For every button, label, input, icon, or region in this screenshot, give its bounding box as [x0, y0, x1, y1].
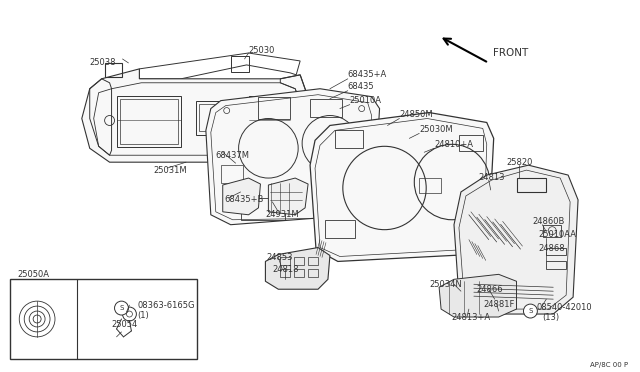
- Bar: [459, 135, 483, 151]
- Text: 08540-42010: 08540-42010: [536, 302, 592, 312]
- Bar: [252, 99, 287, 144]
- Bar: [196, 101, 236, 135]
- Text: 68435: 68435: [348, 82, 374, 91]
- Text: 68435+B: 68435+B: [225, 195, 264, 204]
- Bar: [308, 257, 318, 265]
- Text: S: S: [528, 308, 532, 314]
- Text: 25054: 25054: [111, 320, 138, 330]
- Bar: [308, 269, 318, 277]
- Polygon shape: [266, 247, 330, 289]
- Text: 24931M: 24931M: [266, 210, 299, 219]
- Polygon shape: [310, 113, 493, 262]
- Polygon shape: [268, 178, 308, 215]
- Bar: [116, 96, 181, 147]
- Bar: [459, 218, 487, 234]
- Text: 25050A: 25050A: [17, 270, 49, 279]
- Bar: [310, 99, 342, 116]
- Bar: [547, 262, 566, 269]
- Text: 24818: 24818: [273, 265, 299, 274]
- Polygon shape: [439, 274, 516, 317]
- Text: 25010A: 25010A: [350, 96, 382, 105]
- Text: AP/8C 00 P: AP/8C 00 P: [589, 362, 628, 368]
- Text: 24853: 24853: [266, 253, 293, 262]
- Bar: [280, 257, 290, 265]
- Bar: [516, 178, 547, 192]
- Bar: [325, 220, 355, 238]
- Text: S: S: [119, 305, 124, 311]
- Text: 25038: 25038: [90, 58, 116, 67]
- Bar: [259, 97, 290, 119]
- Polygon shape: [82, 69, 312, 162]
- Text: 25030M: 25030M: [419, 125, 453, 134]
- Polygon shape: [223, 178, 260, 215]
- Bar: [335, 131, 363, 148]
- Text: 24810+A: 24810+A: [434, 140, 473, 149]
- Text: 25010AA: 25010AA: [538, 230, 577, 239]
- Bar: [543, 225, 561, 237]
- Bar: [120, 99, 178, 144]
- Bar: [248, 96, 290, 147]
- Circle shape: [524, 304, 538, 318]
- Text: 68437M: 68437M: [216, 151, 250, 160]
- Text: 68435+A: 68435+A: [348, 70, 387, 79]
- Text: 25031M: 25031M: [153, 166, 187, 174]
- Text: 24860B: 24860B: [532, 217, 564, 226]
- Polygon shape: [454, 165, 578, 314]
- Bar: [241, 198, 285, 220]
- Bar: [547, 247, 566, 256]
- Text: 25030: 25030: [248, 45, 275, 55]
- Text: 24866: 24866: [477, 285, 504, 294]
- Bar: [294, 257, 304, 265]
- Text: 24881F: 24881F: [484, 299, 515, 309]
- Polygon shape: [206, 89, 380, 225]
- Text: 24813+A: 24813+A: [451, 312, 490, 321]
- Text: 25820: 25820: [507, 158, 533, 167]
- Bar: [221, 165, 243, 183]
- Circle shape: [115, 301, 129, 315]
- Bar: [104, 63, 122, 77]
- Text: 24868: 24868: [538, 244, 565, 253]
- Bar: [355, 148, 372, 162]
- Text: (13): (13): [542, 312, 559, 321]
- Bar: [10, 279, 197, 359]
- Bar: [419, 178, 441, 193]
- Text: (1): (1): [138, 311, 149, 320]
- Bar: [294, 269, 304, 277]
- Text: 24850M: 24850M: [399, 110, 433, 119]
- Text: 08363-6165G: 08363-6165G: [138, 301, 195, 310]
- Text: 25034N: 25034N: [429, 280, 462, 289]
- Text: 24813: 24813: [479, 173, 506, 182]
- Bar: [280, 269, 290, 277]
- Bar: [199, 104, 233, 131]
- Text: FRONT: FRONT: [493, 48, 528, 58]
- Bar: [230, 56, 248, 72]
